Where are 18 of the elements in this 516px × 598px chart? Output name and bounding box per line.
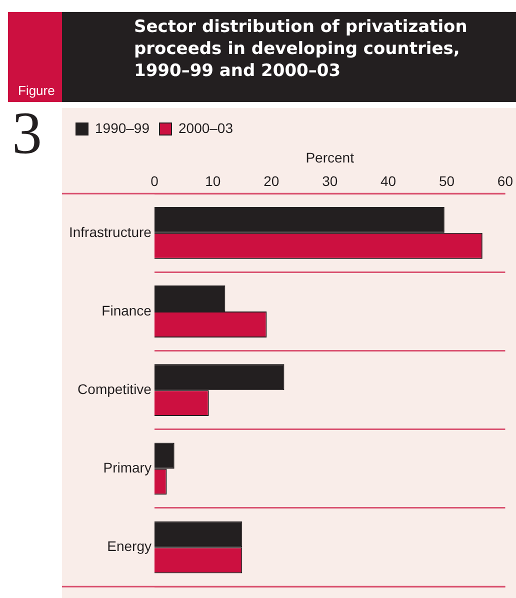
text: 3	[12, 100, 42, 166]
legend-label: 1990–99	[95, 120, 150, 136]
legend-label: 2000–03	[178, 120, 234, 136]
y-tick-label: Finance	[102, 302, 152, 318]
y-tick-label: Primary	[103, 460, 152, 476]
y-tick-label: Competitive	[78, 380, 152, 397]
x-tick-label: 10	[205, 173, 221, 190]
text: Figure	[18, 83, 55, 98]
x-tick-label: 20	[264, 173, 280, 190]
y-tick-label: Energy	[107, 538, 152, 554]
x-tick-label: 30	[322, 173, 338, 190]
x-tick-label: 0	[150, 173, 159, 190]
x-tick-label: 60	[497, 173, 514, 190]
chart-title: Sector distribution of privatization proceeds in developing countries, 1990–99 and 2000–03	[134, 16, 468, 82]
y-tick-label: Infrastructure	[68, 224, 152, 240]
x-tick-label: 40	[380, 173, 396, 190]
x-axis-title: Percent	[306, 149, 354, 166]
x-tick-label: 50	[438, 173, 455, 190]
